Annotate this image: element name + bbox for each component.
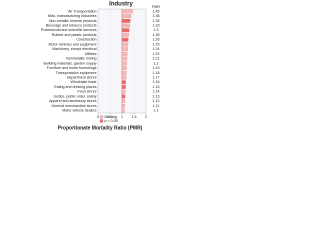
value-label: 1.2: [154, 61, 159, 65]
bar: [121, 28, 130, 33]
value-label: 1.33: [153, 23, 160, 27]
x-tick-label: 0.5: [108, 115, 113, 119]
value-label: 1.16: [153, 80, 160, 84]
value-label: 1.13: [153, 94, 160, 98]
y-tick-label: Building materials, garden supply: [44, 61, 97, 65]
value-label: 1.11: [153, 104, 160, 108]
y-tick-label: Utilities: [85, 52, 97, 56]
bar: [121, 47, 128, 52]
value-label: 1.3: [154, 28, 159, 32]
chart-title: Industry: [109, 2, 133, 8]
value-label: 1.45: [153, 9, 160, 13]
y-tick-label: Apparel and accessory stores: [49, 99, 97, 103]
value-label: 1.35: [153, 19, 160, 23]
y-tick-label: General merchandise stores: [51, 104, 96, 108]
bar: [121, 104, 125, 108]
y-tick-label: Beverage and tobacco products: [46, 23, 97, 27]
value-label: 1.24: [153, 47, 160, 51]
bar: [121, 42, 129, 47]
bar: [121, 37, 129, 42]
y-tick-label: Wholesale trade: [71, 80, 97, 84]
value-label: 1.25: [153, 42, 160, 46]
y-tick-label: Machinery, except electrical: [52, 47, 96, 51]
y-tick-label: Nonmetallic mining: [66, 57, 96, 61]
legend-swatch: [99, 119, 104, 123]
value-label: 1.14: [153, 90, 160, 94]
y-tick-label: Motor vehicle dealers: [62, 109, 96, 113]
value-label: 1.21: [153, 57, 160, 61]
value-label: 1.1: [154, 109, 159, 113]
bar: [121, 18, 131, 23]
y-tick-label: Construction: [76, 38, 96, 42]
bar: [121, 61, 127, 66]
legend-swatch: [99, 115, 104, 119]
bar: [121, 33, 129, 37]
value-label: 1.38: [153, 14, 160, 18]
y-tick-label: Professional and scientific services: [41, 28, 97, 32]
value-label: 1.12: [153, 99, 160, 103]
chart: Industry Proportionate Mortality Ratio (…: [0, 0, 162, 135]
value-label: 1.22: [153, 52, 160, 56]
legend-label: Non-sig: [105, 115, 117, 119]
y-tick-label: Air Transportation: [68, 9, 96, 13]
value-label: 1.17: [153, 75, 160, 79]
y-tick-label: Non-metallic mineral products: [49, 19, 97, 23]
bar: [121, 89, 126, 94]
bar: [121, 23, 130, 28]
x-tick-label: 1: [121, 115, 123, 119]
x-axis-title: Proportionate Mortality Ratio (PMR): [58, 125, 143, 131]
bar: [121, 56, 128, 61]
bar: [121, 108, 125, 113]
y-tick-label: Department stores: [67, 75, 97, 79]
bar: [121, 85, 126, 89]
value-label: 1.18: [153, 71, 160, 75]
y-tick-label: Justice, public order, safety: [53, 94, 97, 98]
bar: [121, 75, 127, 80]
bar: [121, 66, 127, 70]
bar: [121, 70, 127, 75]
x-tick-label: 2: [145, 115, 147, 119]
value-label: 1.28: [153, 33, 160, 37]
bar: [121, 14, 132, 18]
y-tick-label: Eating and drinking places: [54, 85, 96, 89]
legend-label: p < 0.05: [105, 119, 118, 123]
bar: [121, 9, 133, 14]
y-tick-label: Rubber and plastic products: [52, 33, 97, 37]
y-tick-label: Misc. manufacturing industries: [48, 14, 97, 18]
bar: [121, 94, 126, 99]
y-tick-label: Furniture and home furnishings: [47, 66, 97, 70]
bar: [121, 99, 125, 104]
y-tick-label: Food stores: [78, 90, 97, 94]
y-tick-label: Transportation equipment: [56, 71, 97, 75]
y-tick-label: Motor vehicles and equipment: [49, 42, 97, 46]
value-label: 1.26: [153, 38, 160, 42]
value-label: 1.19: [153, 66, 160, 70]
value-header: PMR: [152, 5, 160, 9]
bar: [121, 80, 126, 85]
x-tick-label: 0: [97, 115, 99, 119]
bar: [121, 52, 128, 56]
x-tick-label: 1.5: [132, 115, 137, 119]
value-label: 1.15: [153, 85, 160, 89]
